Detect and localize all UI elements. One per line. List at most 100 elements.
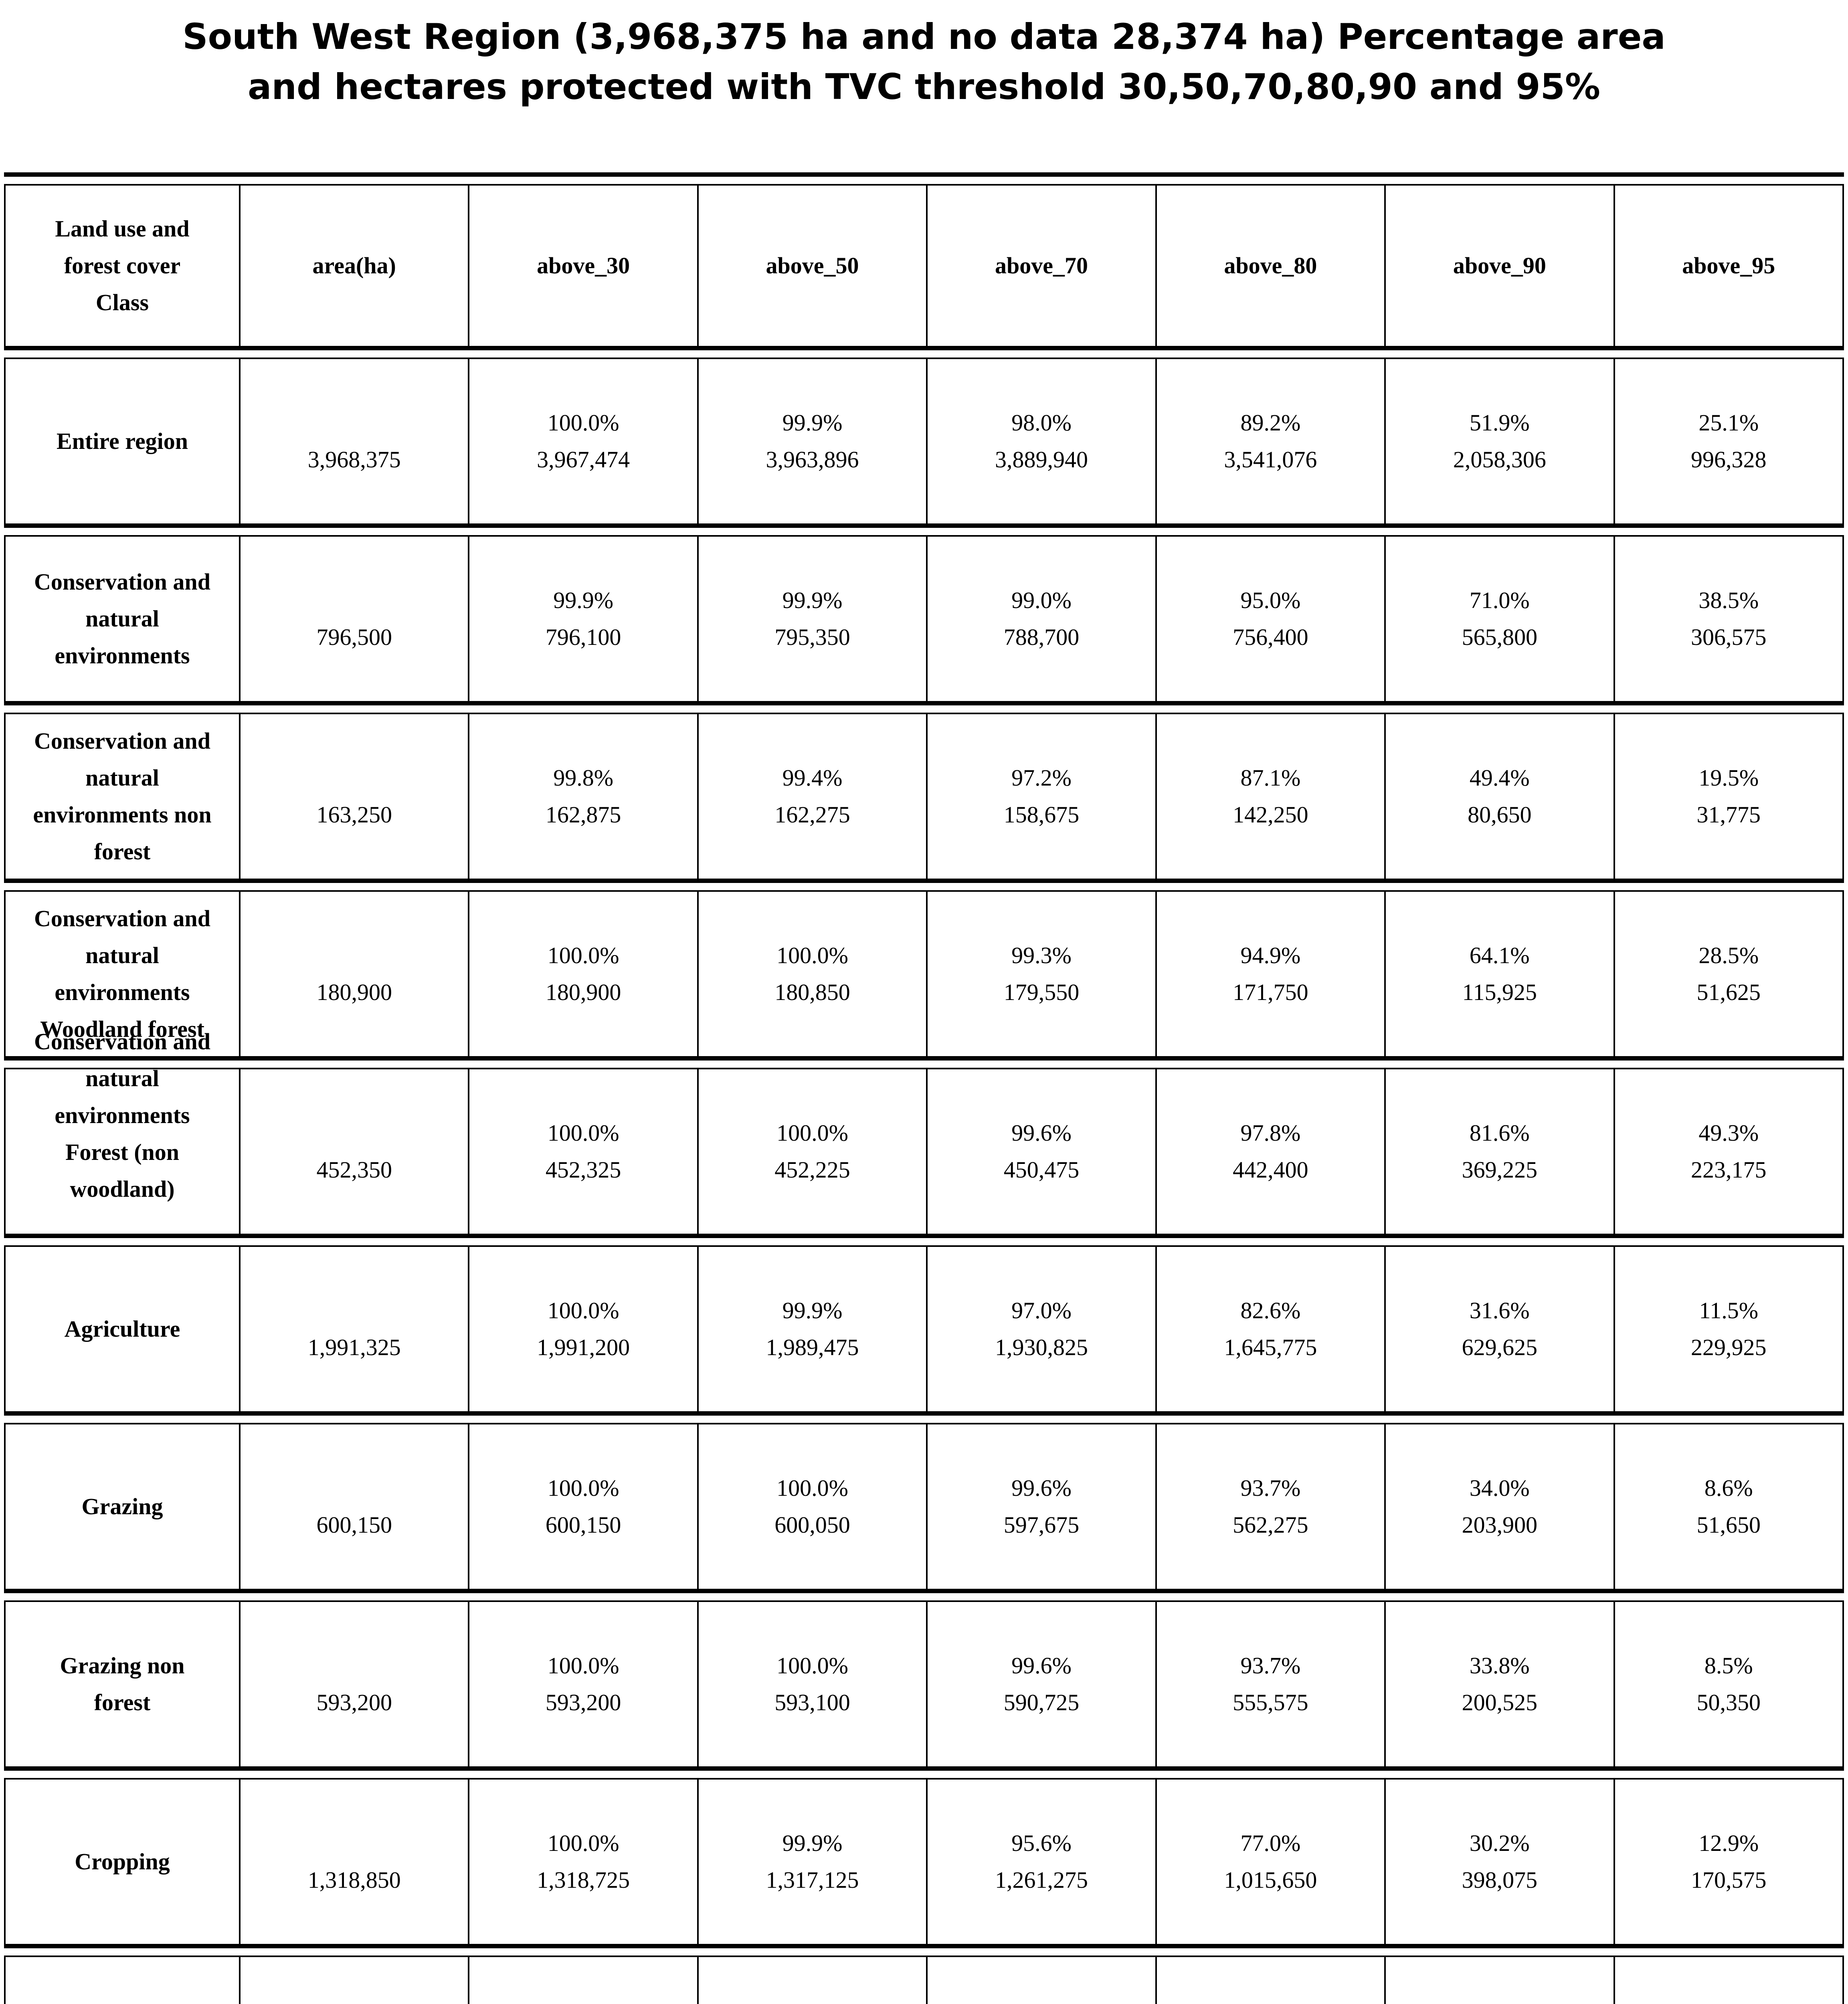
hectares-value: 223,175 — [1691, 1156, 1767, 1183]
hectares-value: 593,200 — [545, 1689, 621, 1715]
percent-value: 99.9% — [782, 587, 843, 613]
percent-value: 97.2% — [1011, 764, 1072, 791]
percent-value: 49.4% — [1469, 764, 1530, 791]
threshold-cell: 71.0% 565,800 — [1386, 535, 1615, 705]
percent-value: 99.3% — [1011, 942, 1072, 968]
percent-value: 97.8% — [1240, 1119, 1301, 1146]
hectares-value: 50,350 — [1696, 1689, 1761, 1715]
threshold-cell: 99.4% 162,275 — [698, 712, 928, 883]
percent-value — [241, 1115, 468, 1151]
hectares-value: 452,325 — [545, 1156, 621, 1183]
threshold-cell: 99.6% 597,675 — [928, 1422, 1157, 1593]
header-col-area: area(ha) — [241, 184, 470, 350]
header-row: Land use and forest cover Class area(ha)… — [4, 184, 1844, 350]
percent-value: 95.6% — [1011, 1830, 1072, 1856]
hectares-value: 1,991,325 — [307, 1334, 401, 1360]
hectares-value: 597,675 — [1003, 1511, 1080, 1538]
threshold-cell: 100.0% 600,150 — [469, 1422, 699, 1593]
threshold-cell: 100.0% 593,100 — [698, 1600, 928, 1771]
threshold-cell: 19.5% 31,775 — [1615, 712, 1844, 883]
hectares-value: 1,318,725 — [537, 1867, 630, 1893]
hectares-value: 555,575 — [1233, 1689, 1308, 1715]
percent-value: 49.3% — [1698, 1119, 1759, 1146]
percent-value: 99.4% — [928, 2002, 1155, 2004]
percent-value: 94.9% — [1240, 942, 1301, 968]
percent-value: 31.6% — [1469, 1297, 1530, 1323]
page-title-line1: South West Region (3,968,375 ha and no d… — [182, 16, 1666, 57]
area-cell: 163,250 — [241, 712, 470, 883]
threshold-cell: 100.0% 593,200 — [469, 1600, 699, 1771]
percent-value: 51.9% — [1469, 409, 1530, 436]
row-label: Grazing — [81, 1493, 163, 1519]
percent-value: 38.5% — [1698, 587, 1759, 613]
threshold-cell: 100.0% 452,325 — [469, 1067, 699, 1238]
threshold-cell: 28.5% 51,625 — [1615, 890, 1844, 1061]
row-label: Conservation and natural environments Fores… — [34, 1028, 210, 1202]
percent-value — [241, 760, 468, 796]
percent-value: 30.2% — [1469, 1830, 1530, 1856]
threshold-cell: 93.8%67,750 — [1157, 1955, 1386, 2004]
row-label-cell: Agriculture — [4, 1245, 241, 1416]
area-cell: 600,150 — [241, 1422, 470, 1593]
hectares-value: 1,991,200 — [537, 1334, 630, 1360]
hectares-value: 31,775 — [1696, 801, 1761, 828]
percent-value: 95.0% — [1240, 587, 1301, 613]
percent-value: 100.0% — [776, 942, 848, 968]
threshold-cell: 49.3% 223,175 — [1615, 1067, 1844, 1238]
hectares-value: 452,225 — [774, 1156, 850, 1183]
percent-value — [241, 937, 468, 974]
hectares-value: 600,050 — [774, 1511, 850, 1538]
percent-value: 64.1% — [1469, 942, 1530, 968]
hectares-value: 200,525 — [1462, 1689, 1538, 1715]
threshold-cell: 97.2% 158,675 — [928, 712, 1157, 883]
hectares-value: 600,150 — [316, 1511, 392, 1538]
threshold-cell: 87.1% 142,250 — [1157, 712, 1386, 883]
hectares-value: 1,930,825 — [995, 1334, 1088, 1360]
table-row: Conservation and natural environments non f… — [4, 712, 1844, 883]
hectares-value: 3,963,896 — [766, 446, 859, 473]
threshold-cell: 97.8% 442,400 — [1157, 1067, 1386, 1238]
row-label-cell: Irrigation — [4, 1955, 241, 2004]
percent-value: 99.0% — [1011, 587, 1072, 613]
percent-value: 82.6% — [1240, 1297, 1301, 1323]
row-label-cell: Cropping — [4, 1778, 241, 1948]
hectares-value: 795,350 — [774, 624, 850, 650]
area-cell: 72,225 — [241, 1955, 470, 2004]
threshold-cell: 34.0% 203,900 — [1386, 1422, 1615, 1593]
header-col-above-80: above_80 — [1157, 184, 1386, 350]
threshold-cell: 99.9% 795,350 — [698, 535, 928, 705]
threshold-cell: 95.0% 756,400 — [1157, 535, 1386, 705]
hectares-value: 593,200 — [316, 1689, 392, 1715]
hectares-value: 996,328 — [1691, 446, 1767, 473]
table-row: Conservation and natural environments 796,5… — [4, 535, 1844, 705]
threshold-cell: 99.9% 796,100 — [469, 535, 699, 705]
hectares-value: 158,675 — [1003, 801, 1080, 828]
percent-value: 38.2% — [1386, 2002, 1613, 2004]
hectares-value: 590,725 — [1003, 1689, 1080, 1715]
hectares-value: 1,261,275 — [995, 1867, 1088, 1893]
hectares-value: 788,700 — [1003, 624, 1080, 650]
row-label-cell: Conservation and natural environments non f… — [4, 712, 241, 883]
hectares-value: 180,850 — [774, 979, 850, 1005]
threshold-cell: 8.6% 51,650 — [1615, 1422, 1844, 1593]
threshold-cell: 10.7%7,700 — [1615, 1955, 1844, 2004]
percent-value: 99.6% — [1011, 1652, 1072, 1679]
hectares-value: 203,900 — [1462, 1511, 1538, 1538]
row-label: Grazing non forest — [60, 1652, 185, 1715]
hectares-value: 180,900 — [545, 979, 621, 1005]
threshold-cell: 93.7% 562,275 — [1157, 1422, 1386, 1593]
threshold-cell: 95.6% 1,261,275 — [928, 1778, 1157, 1948]
percent-value — [241, 582, 468, 619]
row-label-cell: Grazing non forest — [4, 1600, 241, 1771]
percent-value: 10.7% — [1615, 2002, 1842, 2004]
hectares-value: 171,750 — [1233, 979, 1308, 1005]
hectares-value: 756,400 — [1233, 624, 1308, 650]
percent-value: 100.0% — [547, 1652, 619, 1679]
land-use-table: Land use and forest cover Class area(ha)… — [4, 172, 1844, 2004]
threshold-cell: 30.2% 398,075 — [1386, 1778, 1615, 1948]
percent-value: 11.5% — [1699, 1297, 1759, 1323]
threshold-cell: 100.0% 180,850 — [698, 890, 928, 1061]
header-class-line: Class — [95, 289, 149, 315]
threshold-cell: 82.6% 1,645,775 — [1157, 1245, 1386, 1416]
hectares-value: 442,400 — [1233, 1156, 1308, 1183]
